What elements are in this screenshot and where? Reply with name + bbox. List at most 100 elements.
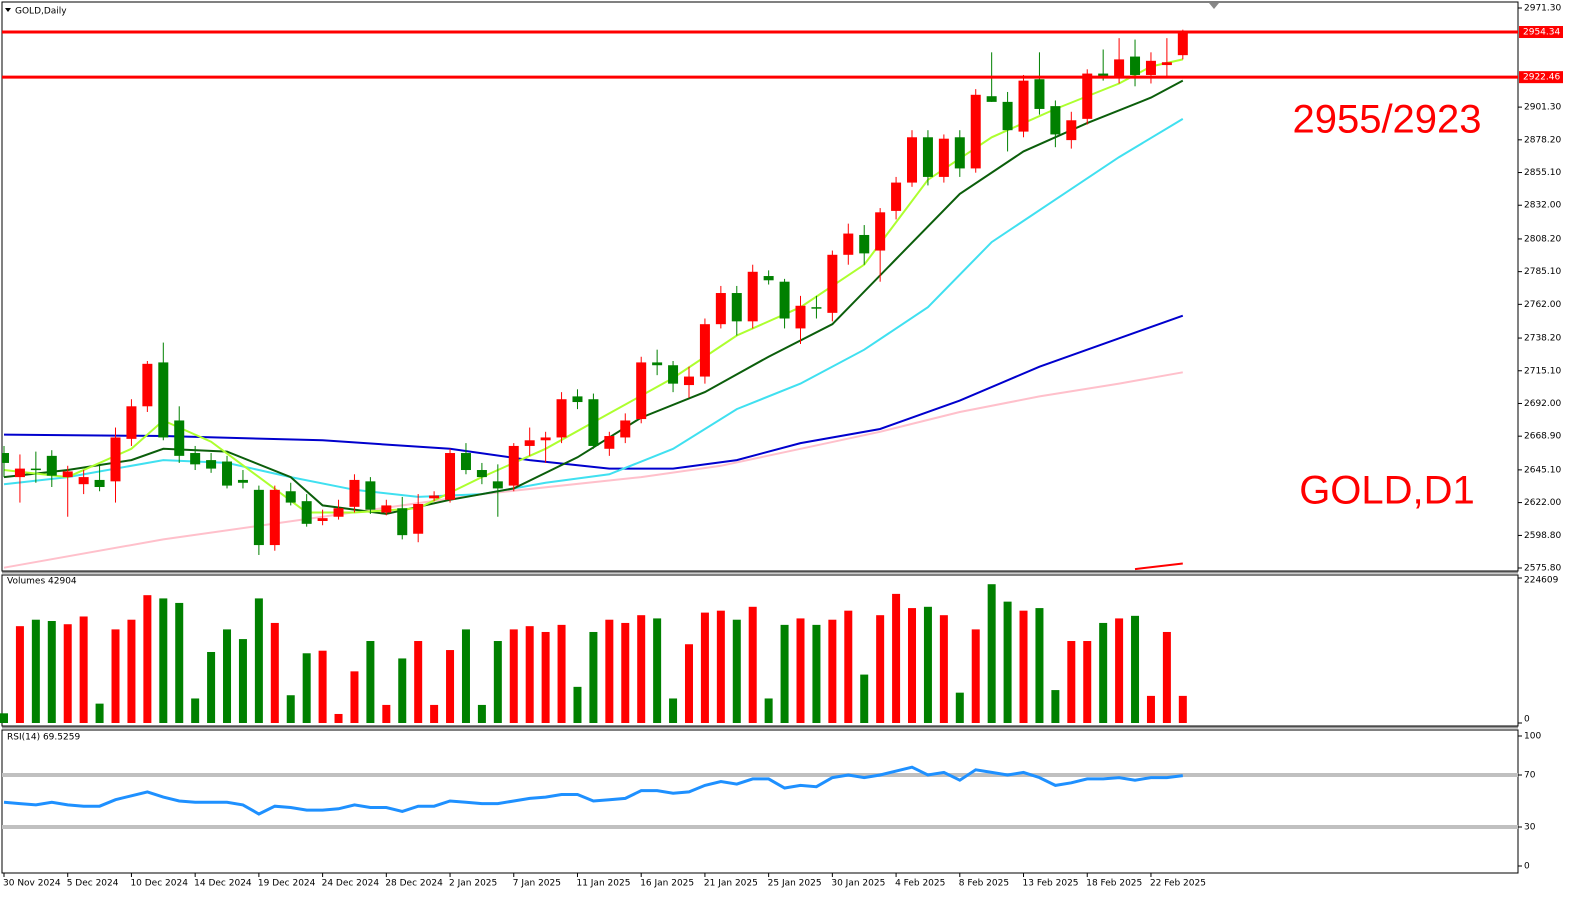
candle-body (78, 477, 89, 485)
candle-body (285, 491, 296, 503)
candle-body (110, 437, 121, 482)
candle-body (524, 440, 535, 446)
candle-body (1002, 101, 1013, 131)
volume-bar (461, 629, 470, 723)
x-tick-label: 19 Dec 2024 (258, 879, 316, 889)
candle-body (460, 453, 471, 471)
moving-average (3, 79, 1184, 515)
volume-bar (923, 606, 932, 723)
candle-body (620, 420, 631, 438)
y-tick-label: 2971.30 (1524, 4, 1561, 14)
y-tick-label: 2855.10 (1524, 168, 1561, 178)
volume-bar (732, 619, 741, 723)
candle-body (317, 518, 328, 521)
x-tick-label: 30 Jan 2025 (831, 879, 885, 889)
y-tick-label: 2785.10 (1524, 267, 1561, 277)
volume-bar (1162, 631, 1171, 723)
candle-body (683, 376, 694, 386)
y-tick-label: 2598.80 (1524, 531, 1561, 541)
candle-body (158, 362, 169, 438)
candle-body (1034, 79, 1045, 109)
volume-bar (908, 608, 917, 723)
volume-bar (270, 622, 279, 723)
candle-body (445, 453, 456, 500)
volume-bar (191, 698, 200, 723)
x-tick-label: 4 Feb 2025 (895, 879, 945, 889)
volume-bar (350, 671, 359, 723)
candle-body (875, 212, 886, 251)
volume-bar (653, 618, 662, 723)
x-tick-label: 24 Dec 2024 (322, 879, 380, 889)
volume-bar (1067, 641, 1076, 723)
candle-body (492, 481, 503, 489)
volume-panel (1, 574, 1519, 727)
x-tick-label: 14 Dec 2024 (194, 879, 252, 889)
candle-body (2, 453, 9, 463)
candle-body (556, 399, 567, 438)
level-label-bg (1519, 26, 1563, 39)
y-tick-label: 2692.00 (1524, 399, 1561, 409)
candle-body (604, 436, 615, 449)
menu-arrow[interactable] (5, 8, 11, 12)
volume-bar (939, 615, 948, 723)
candle-body (859, 234, 870, 254)
y-tick-label: 2878.20 (1524, 135, 1561, 145)
volume-bar (207, 651, 216, 723)
volume-bar (63, 624, 72, 723)
y-tick-label: 0 (1524, 715, 1530, 725)
candle-body (206, 460, 217, 469)
candle-body (970, 94, 981, 169)
volume-bar (430, 704, 439, 723)
y-tick-label: 0 (1524, 862, 1530, 872)
volume-bar (238, 639, 247, 723)
rsi-label: RSI(14) 69.5259 (7, 733, 80, 743)
volume-bar (796, 618, 805, 723)
candle-body (142, 363, 153, 407)
volume-bar (1146, 695, 1155, 723)
volume-bar (844, 610, 853, 723)
level-label: 2954.34 (1523, 28, 1560, 38)
candle-body (731, 293, 742, 322)
volume-bar (684, 644, 693, 723)
candle-body (636, 362, 647, 420)
volume-bar (1019, 610, 1028, 723)
volume-bar (1083, 641, 1092, 723)
candle-body (365, 481, 376, 510)
volume-bar (223, 629, 232, 723)
volume-bar (812, 624, 821, 723)
volume-bar (525, 626, 534, 723)
y-tick-label: 2762.00 (1524, 300, 1561, 310)
volume-bar (477, 704, 486, 723)
volume-bar (605, 619, 614, 723)
volume-bar (780, 624, 789, 723)
y-tick-label: 2832.00 (1524, 201, 1561, 211)
candle-body (795, 305, 806, 329)
candle-body (572, 396, 583, 403)
volume-bar (0, 713, 8, 723)
price-plot (2, 29, 1188, 571)
x-tick-label: 11 Jan 2025 (576, 879, 630, 889)
candle-body (827, 254, 838, 313)
x-tick-label: 22 Feb 2025 (1150, 879, 1206, 889)
volume-bar (748, 606, 757, 723)
candle-body (174, 420, 185, 456)
candle-body (843, 233, 854, 255)
volume-bar (493, 641, 502, 723)
y-tick-label: 30 (1524, 823, 1536, 833)
volume-bar (828, 619, 837, 723)
candle-body (652, 362, 663, 366)
volume-bar (366, 641, 375, 723)
candle-body (413, 504, 424, 534)
volume-bar (95, 703, 104, 723)
volume-bar (971, 629, 980, 723)
y-tick-label: 2575.80 (1524, 564, 1561, 574)
volume-bar (1178, 695, 1187, 723)
volume-bar (111, 629, 120, 723)
volume-bar (589, 631, 598, 723)
level-label-bg (1519, 71, 1563, 84)
candle-body (429, 495, 440, 499)
candle-body (333, 508, 344, 517)
volume-bar (414, 641, 423, 723)
candle-body (907, 137, 918, 183)
volume-bar (541, 631, 550, 723)
